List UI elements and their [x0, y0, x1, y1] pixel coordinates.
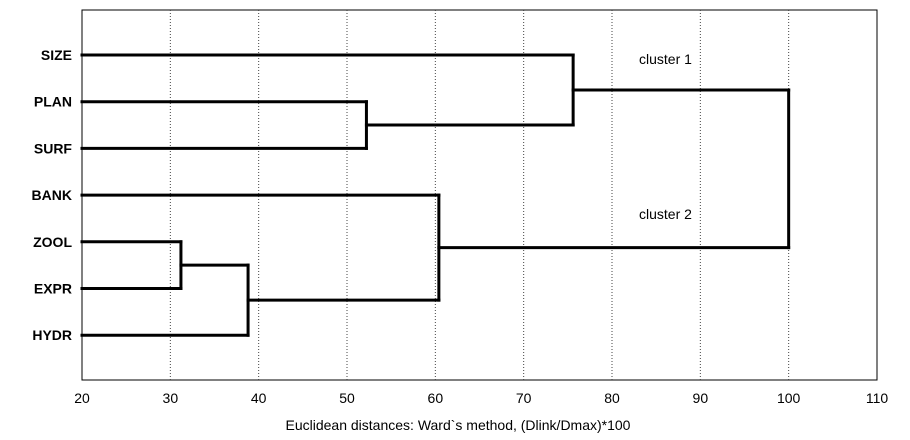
x-tick-label-110: 110: [866, 390, 889, 406]
x-axis-label: Euclidean distances: Ward`s method, (Dli…: [286, 417, 631, 433]
leaf-label-expr: EXPR: [34, 281, 72, 297]
x-tick-label-30: 30: [163, 390, 179, 406]
annotation-cluster-2: cluster 2: [639, 206, 692, 222]
dendrogram-branches: [80, 53, 791, 337]
x-tick-label-100: 100: [777, 390, 801, 406]
x-tick-label-70: 70: [516, 390, 532, 406]
annotation-cluster-1: cluster 1: [639, 51, 692, 67]
x-tick-label-90: 90: [693, 390, 709, 406]
x-tick-label-50: 50: [339, 390, 355, 406]
x-tick-label-40: 40: [251, 390, 267, 406]
leaf-label-zool: ZOOL: [33, 234, 72, 250]
leaf-label-size: SIZE: [41, 47, 72, 63]
leaf-label-bank: BANK: [32, 187, 72, 203]
x-tick-label-60: 60: [428, 390, 444, 406]
leaf-label-plan: PLAN: [34, 94, 72, 110]
leaf-label-hydr: HYDR: [32, 327, 72, 343]
x-tick-label-80: 80: [604, 390, 620, 406]
x-tick-label-20: 20: [74, 390, 90, 406]
leaf-label-surf: SURF: [34, 140, 73, 156]
leaf-labels: SIZE PLAN SURF BANK ZOOL EXPR HYDR: [32, 47, 73, 343]
x-axis-ticks: 20 30 40 50 60 70 80 90 100 110: [74, 390, 888, 406]
